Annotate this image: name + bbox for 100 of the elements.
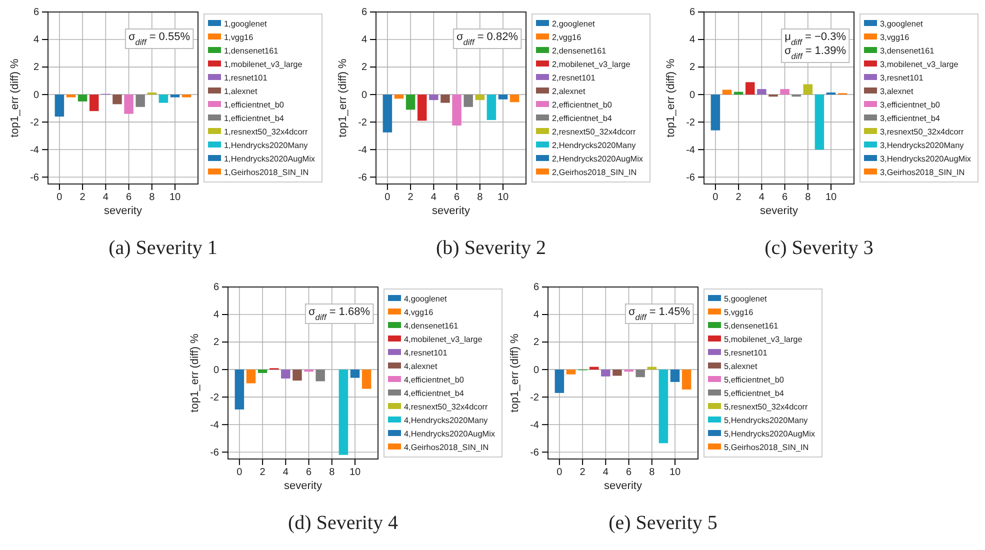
x-tick-label: 4: [758, 192, 765, 204]
y-tick-label: -4: [530, 420, 540, 431]
x-axis-title: severity: [760, 205, 798, 217]
legend-label: 3,googlenet: [880, 20, 924, 28]
legend-label: 3,Hendrycks2020Many: [880, 141, 965, 150]
legend-label: 3,densenet161: [880, 46, 935, 56]
x-axis-title: severity: [604, 480, 642, 492]
legend-label: 3,efficientnet_b0: [880, 100, 940, 110]
x-axis-title: severity: [284, 480, 322, 492]
x-tick-label: 8: [649, 467, 656, 478]
text: (a) Severity 1: [108, 237, 218, 259]
y-tick-label: -4: [686, 144, 696, 156]
y-tick-label: -4: [30, 144, 40, 156]
x-tick-label: 10: [169, 192, 181, 204]
legend-label: 3,vgg16: [880, 33, 910, 42]
x-tick-label: 6: [454, 192, 460, 204]
legend-label: 4,mobilenet_v3_large: [404, 335, 483, 344]
legend-label: 4,Hendrycks2020Many: [404, 416, 489, 425]
y-tick-label: -4: [210, 420, 220, 431]
legend-label: 1,mobilenet_v3_large: [224, 60, 303, 69]
y-tick-label: 4: [361, 34, 368, 46]
legend-label: 1,densenet161: [224, 46, 279, 56]
annotation: σ$_{diff}$ = 1.45%: [628, 306, 690, 322]
bar: [826, 92, 836, 95]
legend-label: 1,efficientnet_b4: [224, 114, 284, 123]
y-tick-label: 0: [533, 364, 540, 376]
x-tick-label: 10: [669, 467, 681, 478]
legend-label: 2,vgg16: [552, 33, 582, 42]
legend-label: 5,densenet161: [724, 322, 779, 330]
x-axis-title: severity: [432, 205, 470, 217]
legend-label: 2,efficientnet_b4: [552, 114, 612, 123]
legend-label: 5,alexnet: [724, 362, 758, 371]
x-tick-label: 0: [56, 192, 63, 204]
y-axis-title: top1_err (diff) %: [189, 333, 201, 412]
legend-label: 4,Hendrycks2020AugMix: [404, 430, 496, 438]
bar: [803, 84, 813, 95]
y-tick-label: -2: [210, 392, 220, 404]
x-tick-label: 8: [477, 192, 484, 204]
legend-label: 5,mobilenet_v3_large: [724, 335, 803, 344]
x-tick-label: 4: [282, 467, 289, 478]
y-tick-label: -6: [358, 172, 368, 184]
x-tick-label: 10: [349, 467, 361, 478]
x-tick-label: 8: [329, 467, 336, 478]
y-tick-label: -2: [30, 117, 40, 128]
x-tick-label: 6: [306, 467, 312, 478]
legend-label: 4,Geirhos2018_SIN_IN: [404, 443, 489, 452]
y-tick-label: -6: [210, 447, 220, 458]
y-tick-label: -6: [530, 447, 540, 458]
y-tick-label: 4: [689, 34, 696, 46]
legend-label: 4,googlenet: [404, 294, 448, 304]
y-tick-label: 0: [361, 90, 368, 101]
y-tick-label: 2: [689, 62, 696, 74]
y-tick-label: 0: [213, 364, 220, 376]
x-tick-label: 2: [80, 192, 86, 204]
legend-label: 3,efficientnet_b4: [880, 114, 940, 123]
legend-label: 3,resnext50_32x4dcorr: [880, 128, 964, 136]
x-tick-label: 0: [556, 467, 563, 478]
annotation: σ$_{diff}$ = 0.82%: [456, 31, 518, 46]
legend-label: 3,Hendrycks2020AugMix: [880, 154, 972, 164]
x-tick-label: 2: [408, 192, 414, 204]
text: (d) Severity 4: [288, 512, 398, 534]
bar: [814, 94, 824, 150]
annotation: σ$_{diff}$ = 1.68%: [308, 306, 370, 322]
legend-label: 2,mobilenet_v3_large: [552, 60, 631, 69]
x-tick-label: 2: [580, 467, 586, 478]
x-tick-label: 10: [497, 192, 509, 204]
legend-label: 2,efficientnet_b0: [552, 100, 612, 110]
x-tick-label: 6: [626, 467, 632, 478]
y-axis-title: top1_err (diff) %: [9, 58, 21, 138]
legend-label: 5,resnet101: [724, 348, 768, 358]
legend-label: 2,resnext50_32x4dcorr: [552, 128, 636, 136]
legend-label: 4,efficientnet_b0: [404, 376, 464, 384]
bar: [780, 89, 790, 95]
bar: [745, 82, 755, 95]
x-tick-label: 2: [736, 192, 742, 204]
legend-label: 1,alexnet: [224, 87, 258, 96]
x-tick-label: 4: [102, 192, 109, 204]
x-tick-label: 4: [430, 192, 437, 204]
annotation: σ$_{diff}$ = 1.39%: [784, 45, 846, 60]
x-tick-label: 2: [260, 467, 266, 478]
legend-label: 1,googlenet: [224, 20, 268, 28]
x-tick-label: 8: [149, 192, 156, 204]
annotation: σ$_{diff}$ = 0.55%: [128, 31, 190, 46]
legend-label: 5,Hendrycks2020AugMix: [724, 430, 816, 438]
y-axis-title: top1_err (diff) %: [509, 333, 521, 412]
y-tick-label: -6: [686, 172, 696, 184]
legend-label: 4,efficientnet_b4: [404, 389, 464, 398]
legend-label: 5,efficientnet_b0: [724, 376, 784, 384]
legend-label: 3,mobilenet_v3_large: [880, 60, 959, 69]
legend-label: 2,Hendrycks2020Many: [552, 141, 637, 150]
legend-label: 2,Hendrycks2020AugMix: [552, 154, 644, 164]
y-tick-label: -6: [30, 172, 40, 184]
x-axis-title: severity: [104, 205, 142, 217]
legend-label: 1,Hendrycks2020AugMix: [224, 154, 316, 164]
x-tick-label: 10: [825, 192, 837, 204]
text: (e) Severity 5: [608, 512, 718, 534]
y-tick-label: 2: [213, 337, 220, 348]
y-axis-title: top1_err (diff) %: [665, 58, 677, 138]
x-tick-label: 0: [236, 467, 243, 478]
legend-label: 3,alexnet: [880, 87, 914, 96]
